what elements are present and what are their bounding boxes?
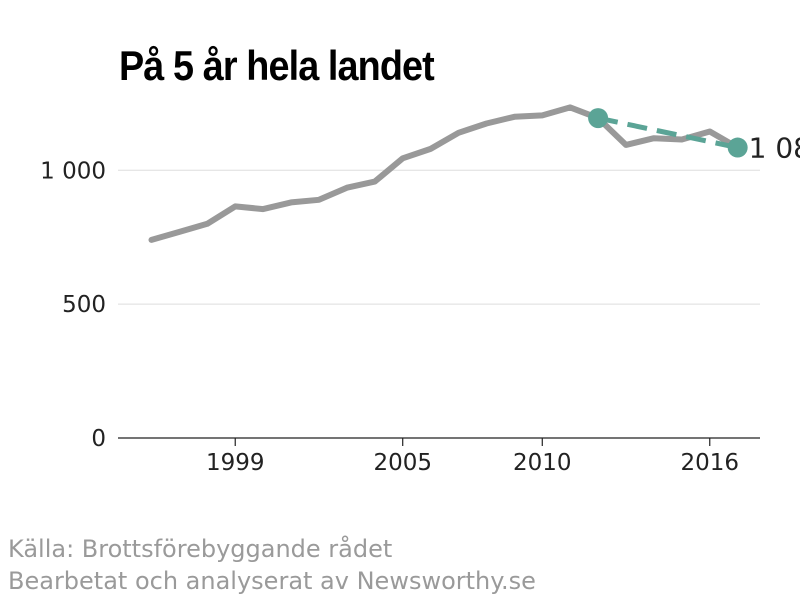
y-axis-labels: 0 500 1 000	[40, 158, 106, 452]
trend-line	[597, 115, 739, 150]
x-axis-labels: 1999 2005 2010 2016	[206, 450, 739, 476]
x-tick-label: 1999	[206, 450, 265, 476]
x-axis	[118, 437, 760, 446]
series-line	[148, 104, 741, 243]
analysis-credit: Bearbetat och analyserat av Newsworthy.s…	[8, 567, 536, 595]
x-tick-label: 2016	[680, 450, 739, 476]
y-tick-label: 500	[62, 292, 106, 318]
trend-end-point	[727, 137, 748, 158]
end-value-label: 1 085	[749, 132, 800, 165]
series	[148, 104, 741, 243]
source-credit: Källa: Brottsförebyggande rådet	[8, 535, 393, 563]
trend: 1 085	[588, 108, 800, 165]
line-chart: 0 500 1 000 1999 2005 2010 2016 1 085	[40, 104, 800, 476]
y-tick-label: 0	[91, 426, 106, 452]
x-tick-label: 2010	[513, 450, 572, 476]
y-tick-label: 1 000	[40, 158, 106, 184]
gridlines	[118, 169, 760, 305]
x-tick-label: 2005	[373, 450, 432, 476]
chart-title: På 5 år hela landet	[119, 42, 435, 89]
trend-start-point	[588, 108, 609, 129]
